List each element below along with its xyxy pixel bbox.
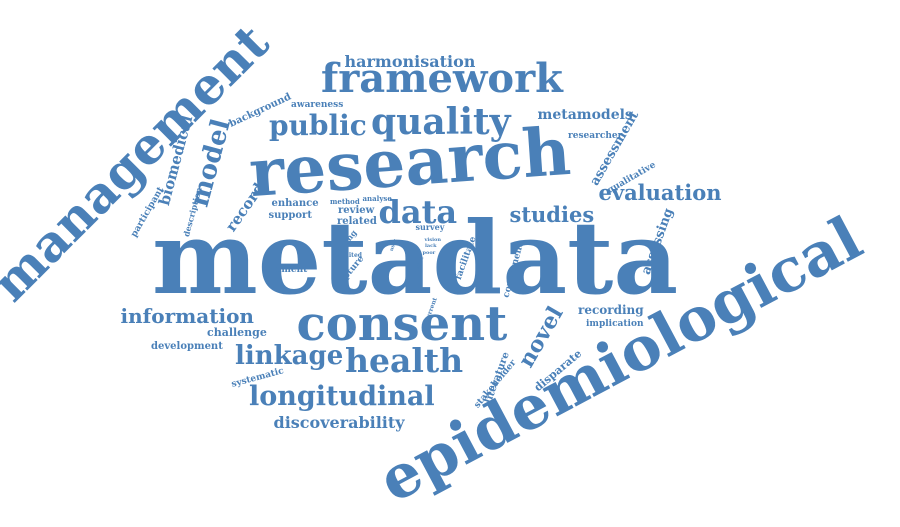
word-development: development (151, 341, 223, 352)
word-harmonisation: harmonisation (344, 52, 476, 71)
word-discoverability: discoverability (273, 413, 405, 432)
word-metadata: metadata (152, 199, 679, 317)
word-analyse: analyse (362, 193, 392, 203)
word-enhance: enhance (271, 198, 319, 209)
word-implication: implication (586, 318, 644, 329)
word-awareness: awareness (291, 99, 344, 110)
word-studies: studies (509, 201, 595, 227)
word-recording: recording (578, 303, 644, 317)
word-researcher: researcher (568, 130, 623, 141)
word-element: element (266, 264, 308, 275)
word-information: information (120, 304, 254, 328)
word-challenge: challenge (207, 325, 267, 339)
word-method: method (330, 196, 360, 206)
word-framework: framework (321, 55, 563, 102)
word-longitudinal: longitudinal (249, 380, 435, 412)
word-public: public (269, 109, 367, 142)
word-health: health (345, 340, 464, 380)
word-consent: consent (296, 296, 508, 352)
word-related: related (337, 216, 377, 227)
word-data: data (378, 193, 458, 231)
word-limited: limited (338, 252, 362, 259)
word-poor: poor (422, 249, 436, 256)
word-vision: vision (424, 236, 442, 243)
word-linkage: linkage (235, 341, 344, 371)
word-survey: survey (415, 222, 445, 232)
word-metamodels: metamodels (537, 107, 633, 123)
word-evaluation: evaluation (598, 179, 722, 205)
word-review: review (338, 205, 375, 216)
word-lack: lack (425, 242, 437, 249)
word-quality: quality (371, 101, 511, 143)
word-support: support (268, 210, 312, 221)
